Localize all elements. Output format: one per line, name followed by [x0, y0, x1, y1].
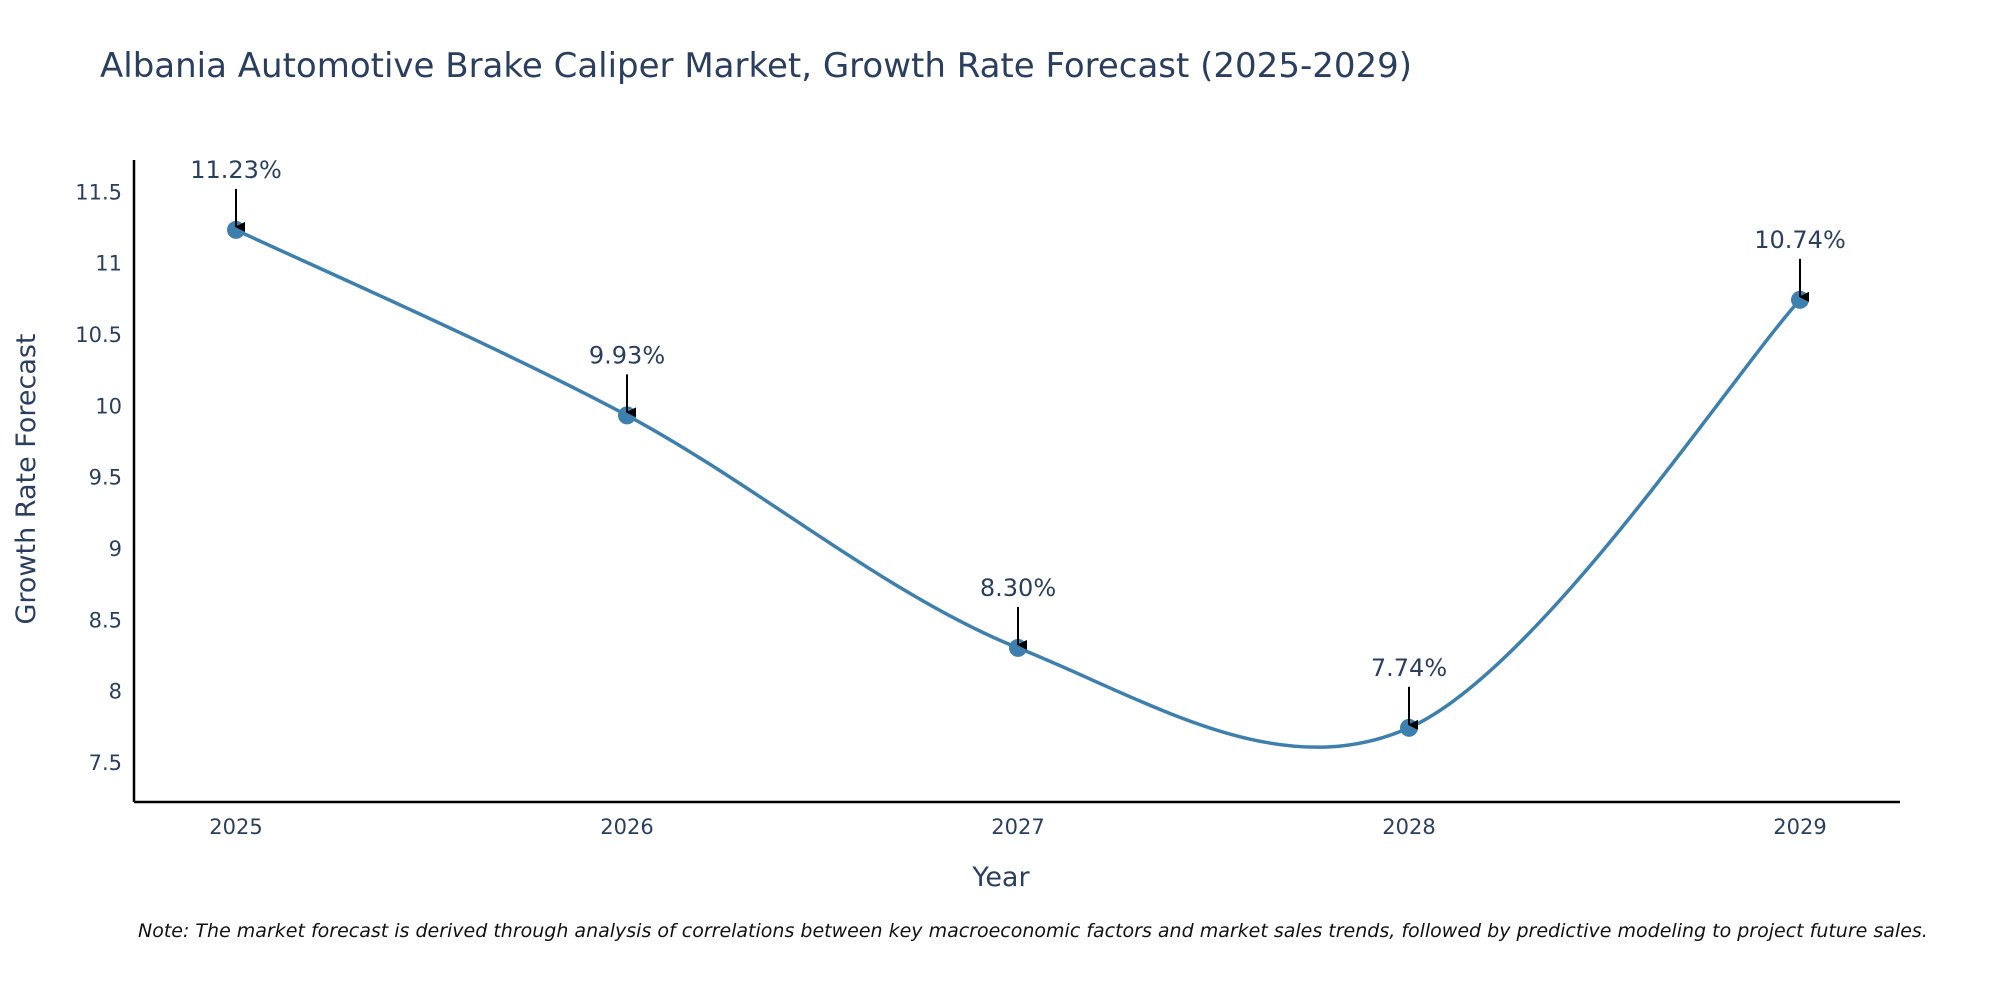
- data-label: 11.23%: [190, 156, 282, 184]
- y-axis-title: Growth Rate Forecast: [11, 333, 42, 624]
- x-tick-label: 2028: [1382, 815, 1435, 839]
- y-tick-label: 11: [95, 252, 122, 276]
- data-label: 7.74%: [1371, 654, 1447, 682]
- y-tick-label: 11.5: [75, 180, 122, 204]
- y-tick-label: 10: [95, 394, 122, 418]
- x-tick-label: 2029: [1773, 815, 1826, 839]
- x-tick-label: 2027: [991, 815, 1044, 839]
- y-tick-label: 8.5: [89, 608, 122, 632]
- chart-title: Albania Automotive Brake Caliper Market,…: [100, 46, 1413, 86]
- data-label: 8.30%: [980, 574, 1056, 602]
- series-line: [235, 228, 1802, 749]
- data-label: 9.93%: [589, 341, 665, 369]
- x-tick-label: 2026: [600, 815, 653, 839]
- y-tick-label: 9: [109, 537, 122, 561]
- data-label: 10.74%: [1754, 226, 1846, 254]
- y-tick-label: 8: [109, 680, 122, 704]
- chart-note: Note: The market forecast is derived thr…: [138, 920, 1928, 942]
- y-tick-label: 10.5: [75, 323, 122, 347]
- y-tick-label: 7.5: [89, 751, 122, 775]
- x-tick-label: 2025: [209, 815, 262, 839]
- x-axis-title: Year: [971, 862, 1030, 893]
- y-tick-label: 9.5: [89, 466, 122, 490]
